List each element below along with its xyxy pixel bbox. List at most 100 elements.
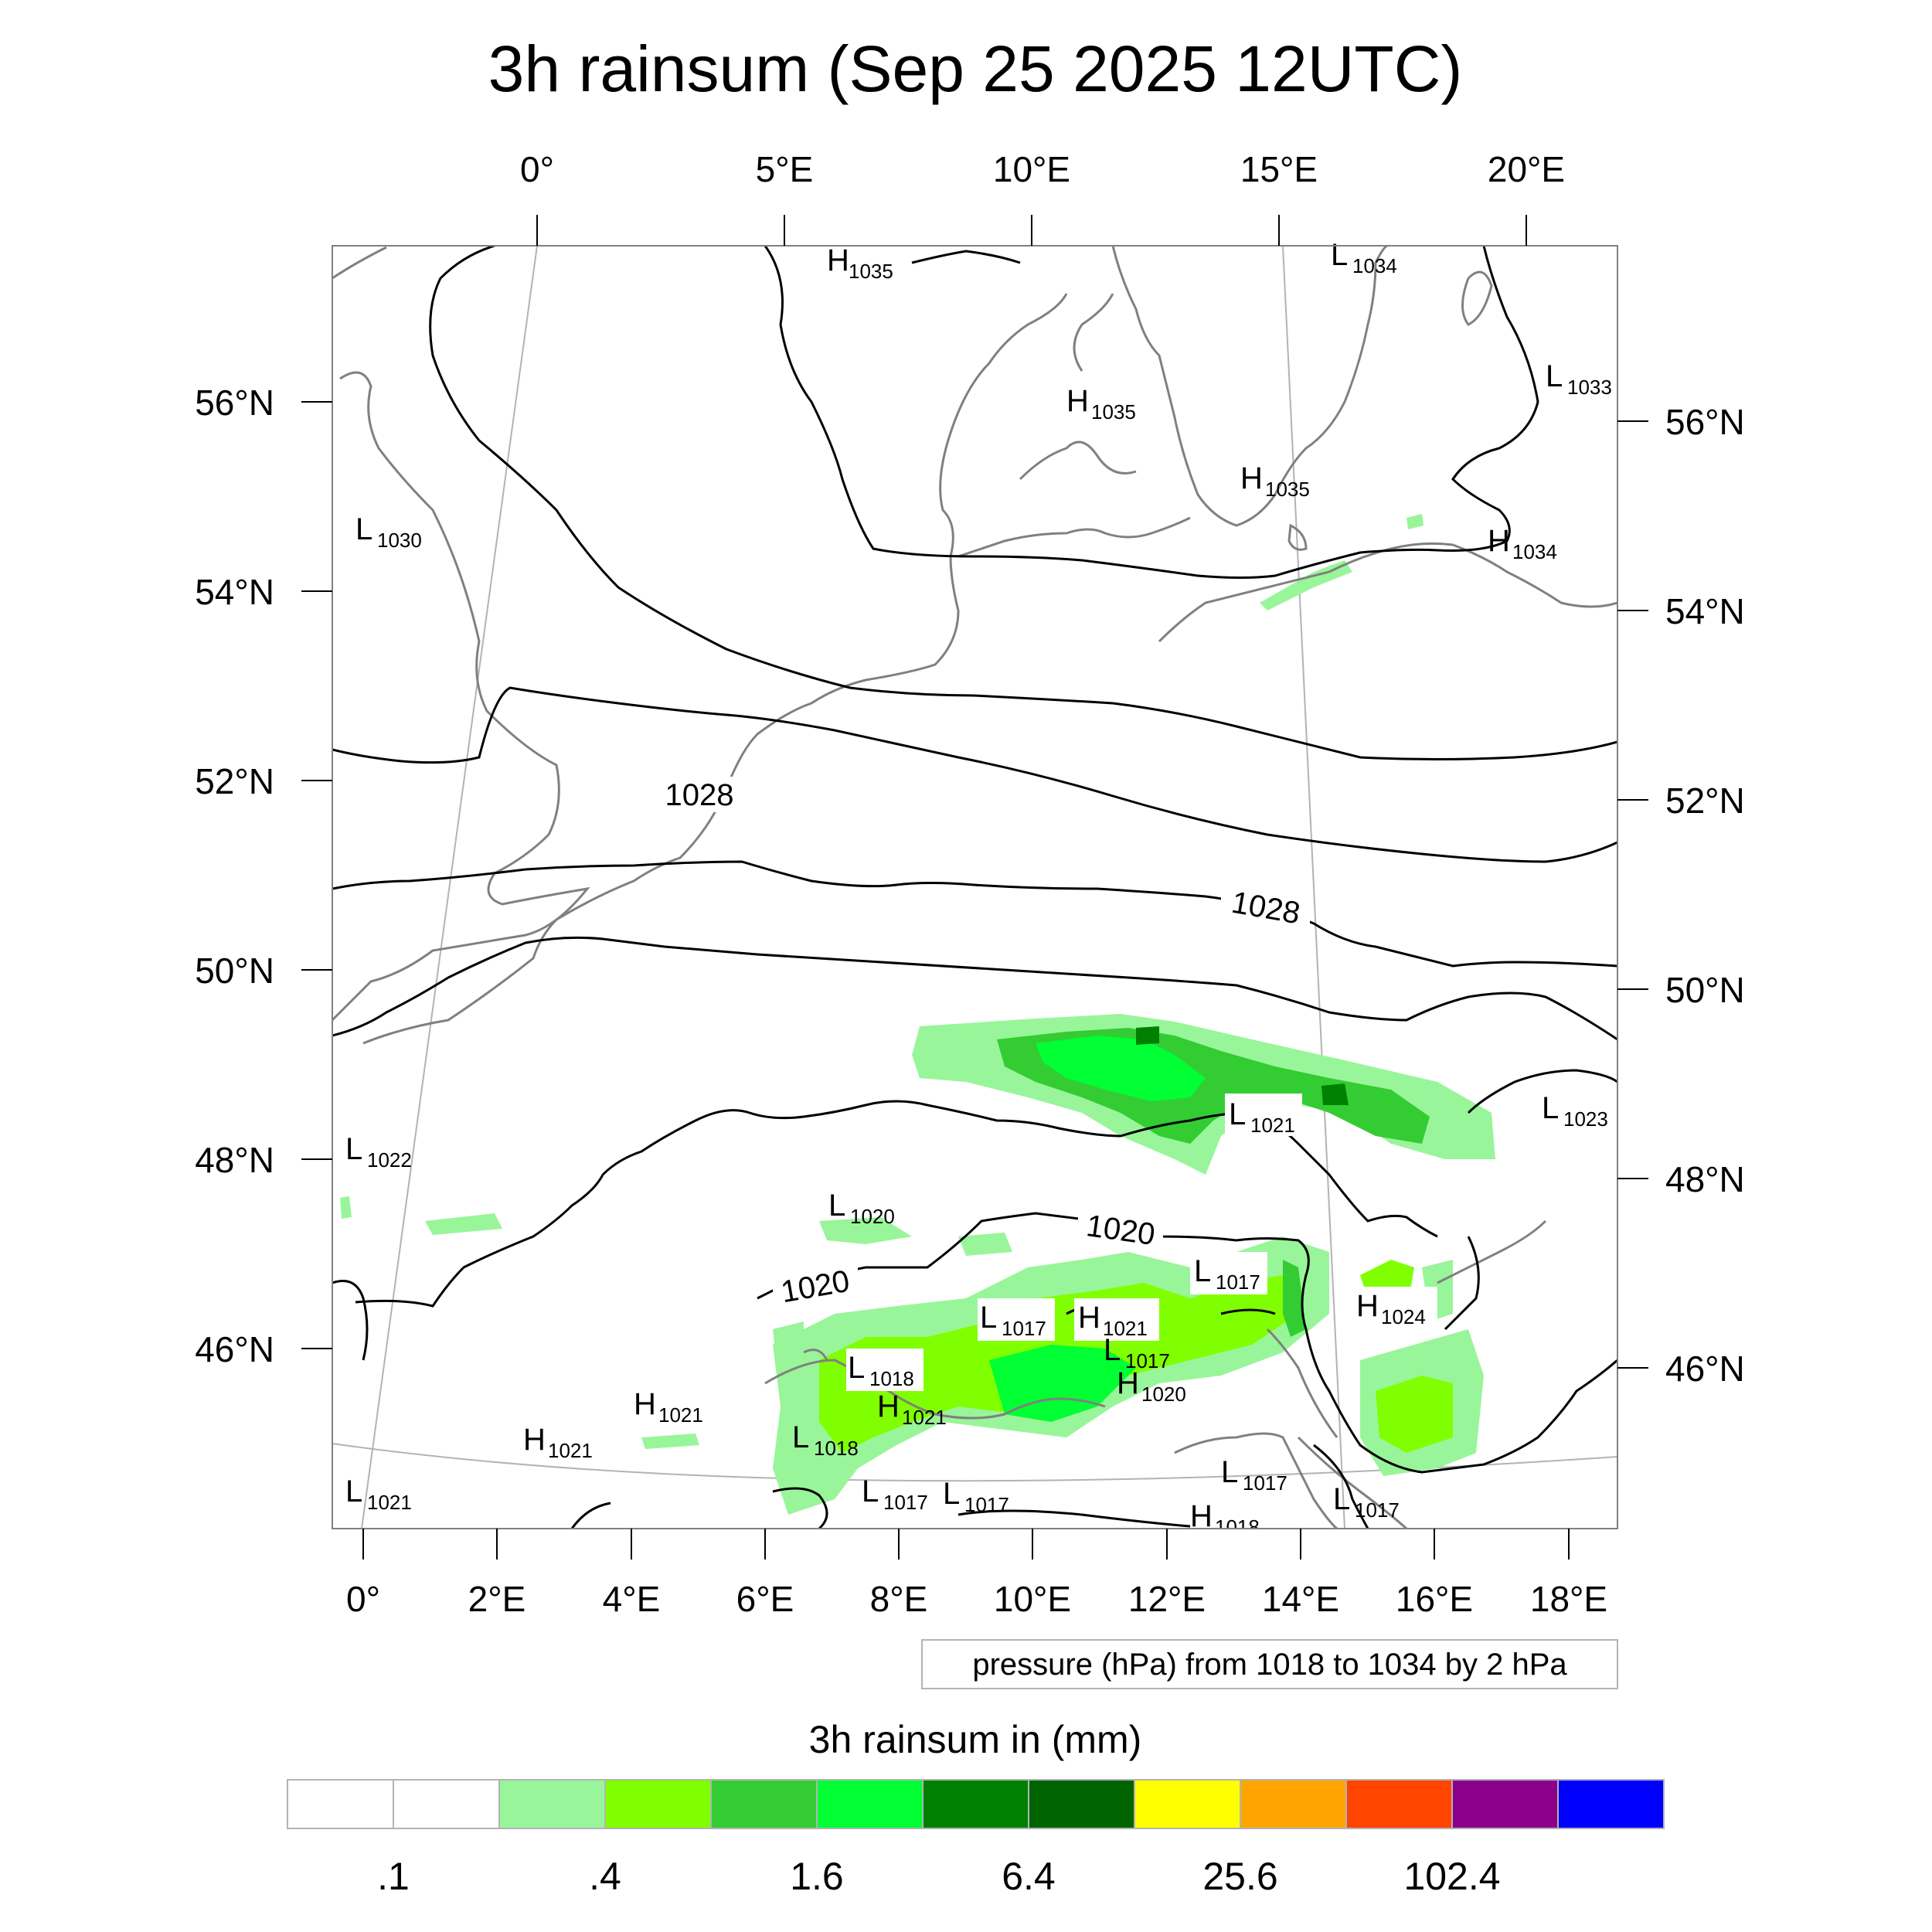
contour-label: 1028 xyxy=(665,778,734,812)
isobar-1024-east xyxy=(1467,1069,1617,1114)
colorbar-title: 3h rainsum in (mm) xyxy=(809,1718,1142,1761)
svg-text:H: H xyxy=(1240,461,1263,495)
svg-text:1018: 1018 xyxy=(869,1367,914,1390)
rain-area-baltic-b xyxy=(1406,514,1423,529)
coast-sweden xyxy=(1111,246,1388,527)
svg-text:L: L xyxy=(1104,1333,1121,1367)
colorbar-swatch xyxy=(1557,1779,1665,1829)
pressure-marker: L 1034 xyxy=(1331,238,1397,277)
isobar-1020-west xyxy=(332,1280,369,1361)
rain-field xyxy=(340,514,1495,1515)
pressure-marker: H 1035 xyxy=(1066,384,1136,423)
svg-text:H: H xyxy=(1066,384,1089,418)
lat-label: 46°N xyxy=(195,1329,274,1369)
svg-text:1021: 1021 xyxy=(902,1406,947,1429)
colorbar-swatch xyxy=(604,1779,712,1829)
svg-text:1017: 1017 xyxy=(883,1491,928,1514)
svg-text:L: L xyxy=(792,1420,809,1454)
lon-label: 20°E xyxy=(1488,149,1565,189)
pressure-contours xyxy=(332,246,1617,1529)
colorbar-label: 1.6 xyxy=(790,1855,844,1898)
bottom-lon-labels: 0° 2°E 4°E 6°E 8°E 10°E 12°E 14°E 16°E 1… xyxy=(346,1579,1607,1619)
pressure-marker: L 1020 xyxy=(828,1189,895,1228)
pressure-marker: H 1035 xyxy=(1240,461,1310,501)
svg-text:H: H xyxy=(1356,1289,1379,1323)
svg-text:L: L xyxy=(1194,1254,1211,1288)
isobar-1035-north xyxy=(911,250,1021,264)
svg-text:L: L xyxy=(355,512,372,546)
pressure-marker: L 1018 xyxy=(792,1420,859,1460)
pressure-marker: H 1021 xyxy=(523,1423,593,1462)
lon-label: 4°E xyxy=(603,1579,661,1619)
lon-label: 10°E xyxy=(994,1579,1071,1619)
colorbar-label: 25.6 xyxy=(1202,1855,1277,1898)
pressure-marker: H 1034 xyxy=(1488,524,1557,563)
isobar-1028 xyxy=(332,860,1617,968)
lon-label: 8°E xyxy=(870,1579,928,1619)
lon-label: 18°E xyxy=(1530,1579,1607,1619)
lat-label: 48°N xyxy=(195,1140,274,1180)
isobar-1024 xyxy=(355,1100,1438,1308)
svg-text:1034: 1034 xyxy=(1512,540,1557,563)
rain-area-france-a xyxy=(425,1213,502,1235)
isobar-1034-north xyxy=(764,246,1539,579)
lat-label: 52°N xyxy=(195,761,274,801)
svg-text:1017: 1017 xyxy=(964,1493,1009,1516)
svg-text:L: L xyxy=(1546,359,1563,393)
colorbar-label: .4 xyxy=(589,1855,621,1898)
rain-area-swiss-a xyxy=(819,1217,912,1244)
rain-area-westfr xyxy=(340,1196,352,1219)
tick-marks xyxy=(301,215,1648,1560)
colorbar-label: 102.4 xyxy=(1403,1855,1500,1898)
svg-text:1020: 1020 xyxy=(1141,1383,1186,1406)
map-frame xyxy=(332,245,1618,1529)
colorbar-labels: .1 .4 1.6 6.4 25.6 102.4 xyxy=(377,1855,1500,1898)
rain-area-france-b xyxy=(773,1321,804,1364)
pressure-marker: H 1021 xyxy=(634,1387,703,1427)
rain-area-croatia-core xyxy=(1376,1376,1453,1453)
rain-area-alps-dark xyxy=(1283,1260,1306,1337)
colorbar-swatch xyxy=(1345,1779,1453,1829)
contour-label-bg-3 xyxy=(1078,1213,1163,1249)
colorbar-swatch xyxy=(498,1779,606,1829)
coast-great-britain xyxy=(332,246,590,1022)
lat-label: 54°N xyxy=(1665,591,1745,631)
pressure-marker: L 1022 xyxy=(345,1132,412,1172)
top-lon-labels: 0° 5°E 10°E 15°E 20°E xyxy=(520,149,1565,189)
svg-text:1017: 1017 xyxy=(1125,1349,1170,1372)
pressure-marker: L 1017 xyxy=(943,1477,1009,1516)
coast-lakes xyxy=(803,1219,1547,1361)
lon-label: 15°E xyxy=(1240,149,1318,189)
colorbar-swatch xyxy=(1240,1779,1347,1829)
lon-label: 0° xyxy=(346,1579,380,1619)
svg-text:1020: 1020 xyxy=(850,1205,895,1228)
pressure-marker: L 1030 xyxy=(355,512,422,552)
pressure-marker: L 1017 xyxy=(862,1475,928,1514)
svg-text:1021: 1021 xyxy=(367,1491,412,1514)
svg-text:L: L xyxy=(1542,1091,1559,1125)
lon-label: 16°E xyxy=(1396,1579,1473,1619)
lon-label: 14°E xyxy=(1262,1579,1339,1619)
contour-info-box: pressure (hPa) from 1018 to 1034 by 2 hP… xyxy=(921,1639,1618,1689)
pressure-marker: L 1017 xyxy=(1333,1482,1400,1522)
pressure-marker: H 1021 xyxy=(1074,1298,1159,1341)
pressure-marker: L 1017 xyxy=(1104,1333,1170,1372)
pressure-marker: L 1017 xyxy=(1190,1252,1267,1294)
lon-label: 6°E xyxy=(736,1579,794,1619)
svg-text:L: L xyxy=(1333,1482,1350,1516)
pressure-marker: L 1021 xyxy=(1225,1094,1302,1137)
lat-label: 46°N xyxy=(1665,1349,1745,1389)
rain-area-central-europe-bright xyxy=(1036,1036,1206,1101)
coast-baltic-islands xyxy=(1287,270,1493,551)
rain-area-dark-spot-1 xyxy=(1136,1026,1159,1045)
isobar-1026 xyxy=(332,936,1617,1041)
rain-area-swiss-b xyxy=(958,1233,1012,1256)
pressure-marker: L 1033 xyxy=(1546,359,1612,399)
isobar-1020 xyxy=(757,1212,1617,1474)
rain-area-dark-spot-2 xyxy=(1321,1083,1349,1105)
pressure-markers: H 1035 L 1034 L 1033 H 1035 H 1035 L 1030 H 103… xyxy=(345,238,1612,1529)
pressure-marker: H 1020 xyxy=(1117,1366,1186,1406)
colorbar-swatch xyxy=(1028,1779,1135,1829)
contour-info-frame xyxy=(921,1639,1618,1689)
svg-text:L: L xyxy=(848,1351,865,1385)
